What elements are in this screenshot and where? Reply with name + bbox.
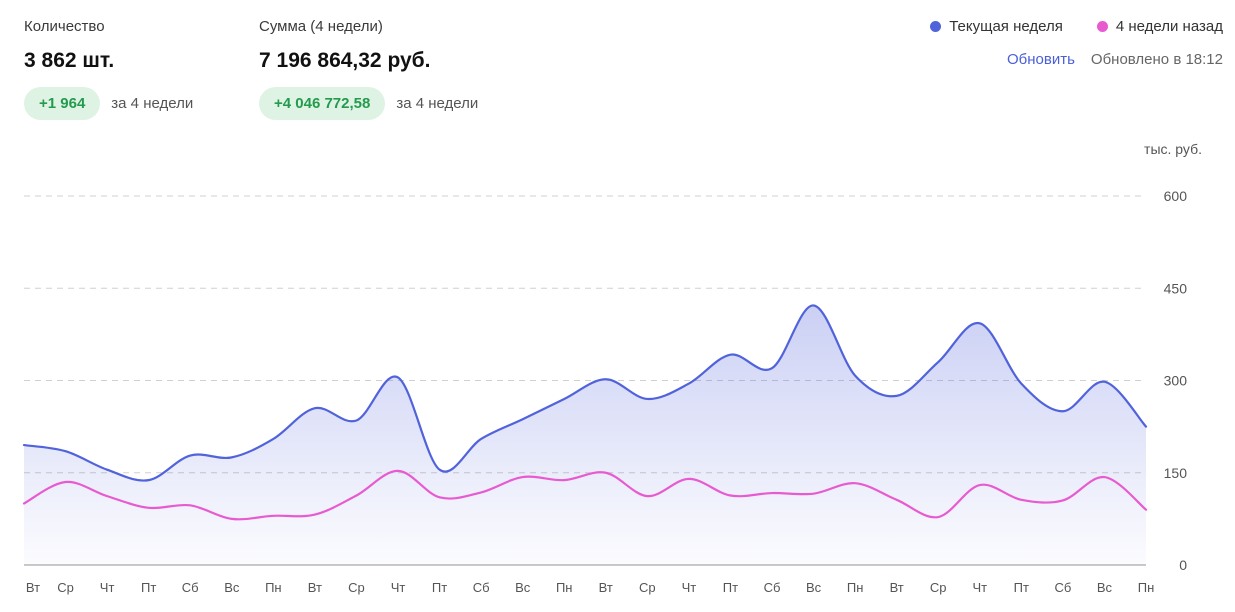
y-tick-label: 300 (1164, 373, 1188, 389)
chart-area-layer (24, 305, 1146, 565)
legend-past-dot-icon (1096, 21, 1108, 32)
x-tick-label: Вс (1097, 580, 1113, 595)
sum-label: Сумма (4 недели) (259, 18, 383, 35)
chart-legend: Текущая неделя 4 недели назад (930, 18, 1223, 35)
x-tick-label: Пт (723, 580, 738, 595)
current-week-line (22, 304, 1148, 482)
y-tick-label: 450 (1164, 280, 1188, 296)
x-tick-label: Ср (930, 580, 947, 595)
x-tick-label: Пн (265, 580, 282, 595)
current-week-area (24, 305, 1146, 565)
x-tick-label: Пт (1014, 580, 1029, 595)
x-axis-ticks: Вт Ср Чт Пт Сб Вс Пн Вт Ср Чт Пт Сб Вс Пн Вт Ср Чт Пт Сб Вс… (26, 580, 1154, 595)
x-tick-label: Ср (639, 580, 656, 595)
x-tick-label: Пт (141, 580, 156, 595)
x-tick-label: Сб (764, 580, 781, 595)
x-tick-label: Пн (556, 580, 573, 595)
x-tick-label: Чт (682, 580, 697, 595)
legend-past-weeks[interactable]: 4 недели назад (1096, 18, 1223, 35)
x-tick-label: Ср (57, 580, 74, 595)
x-tick-label: Вт (26, 580, 40, 595)
sum-delta-badge: +4 046 772,58 (259, 87, 386, 120)
legend-current-label: Текущая неделя (949, 18, 1063, 35)
updated-time: Обновлено в 18:12 (1090, 51, 1223, 68)
x-tick-label: Чт (972, 580, 987, 595)
chart-line-layer (22, 304, 1148, 521)
quantity-delta-badge: +1 964 (24, 87, 101, 120)
x-tick-label: Сб (182, 580, 199, 595)
y-tick-label: 600 (1164, 188, 1188, 204)
x-tick-label: Пн (1138, 580, 1155, 595)
x-tick-label: Сб (1054, 580, 1071, 595)
legend-current-week[interactable]: Текущая неделя (930, 18, 1063, 35)
x-tick-label: Пн (847, 580, 864, 595)
past-weeks-line (22, 469, 1148, 521)
legend-current-dot-icon (930, 21, 942, 32)
refresh-button[interactable]: Обновить (1007, 51, 1075, 68)
x-tick-label: Ср (348, 580, 365, 595)
quantity-label: Количество (24, 18, 105, 35)
sum-stat: Сумма (4 недели) 7 196 864,32 руб. +4 04… (259, 18, 478, 120)
legend-past-label: 4 недели назад (1115, 18, 1223, 35)
x-tick-label: Чт (391, 580, 406, 595)
x-tick-label: Вт (308, 580, 322, 595)
x-tick-label: Пт (432, 580, 447, 595)
quantity-stat: Количество 3 862 шт. +1 964 за 4 недели (24, 18, 193, 120)
x-tick-label: Вс (224, 580, 240, 595)
x-tick-label: Вт (599, 580, 613, 595)
y-tick-label: 0 (1179, 557, 1187, 573)
x-tick-label: Вс (515, 580, 531, 595)
x-tick-label: Вс (806, 580, 822, 595)
sum-value: 7 196 864,32 руб. (259, 49, 431, 72)
y-unit-label: тыс. руб. (1144, 141, 1202, 157)
y-tick-label: 150 (1164, 465, 1188, 481)
x-tick-label: Чт (100, 580, 115, 595)
x-tick-label: Вт (890, 580, 904, 595)
update-row: Обновить Обновлено в 18:12 (1007, 51, 1223, 68)
x-tick-label: Сб (473, 580, 490, 595)
y-axis-ticks: 0 150 300 450 600 (1164, 188, 1188, 573)
sum-period: за 4 недели (396, 95, 479, 112)
quantity-value: 3 862 шт. (24, 49, 115, 72)
quantity-period: за 4 недели (111, 95, 194, 112)
